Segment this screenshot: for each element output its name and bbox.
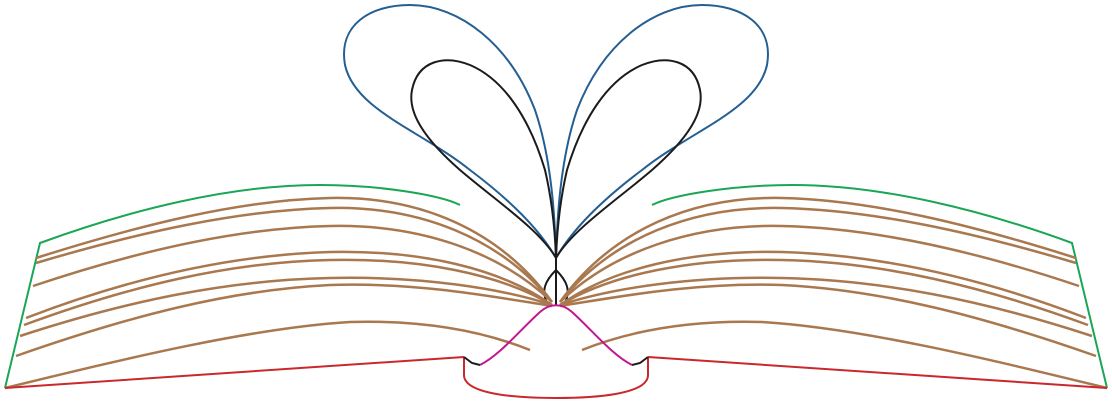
book-base [4,356,1108,400]
left-base-line [4,356,465,389]
spine-base [463,357,649,400]
left-notch [463,356,481,366]
left-page-line [4,320,531,390]
left-page-line [23,258,553,327]
book-cover-outline [4,183,1108,389]
right-base-line [647,356,1108,389]
left-page-line [35,206,553,303]
right-page-line [559,250,1087,320]
right-page-line [558,196,1077,303]
right-page-line [559,258,1089,327]
left-page-line [35,196,554,303]
left-page-line [32,224,553,303]
inner-left-petal [410,59,557,259]
right-cover-edge [651,183,1108,389]
left-page-line [15,283,553,358]
heart-outer-loop [343,3,769,259]
left-page-line [25,250,553,320]
outer-left-petal [343,3,557,259]
right-page-line [559,224,1080,303]
left-cover-edge [4,183,461,389]
right-page-line [559,283,1097,358]
base-notches [463,356,649,366]
right-page-line [581,320,1108,390]
right-page-line [559,276,1093,338]
right-notch [631,356,649,366]
outer-right-petal [555,3,769,259]
heart-inner-loop [410,59,702,259]
right-page-line [559,206,1077,303]
left-page-line [19,276,553,338]
inner-right-petal [555,59,702,259]
spine-bump [479,304,633,366]
book-page-lines [4,196,1108,390]
